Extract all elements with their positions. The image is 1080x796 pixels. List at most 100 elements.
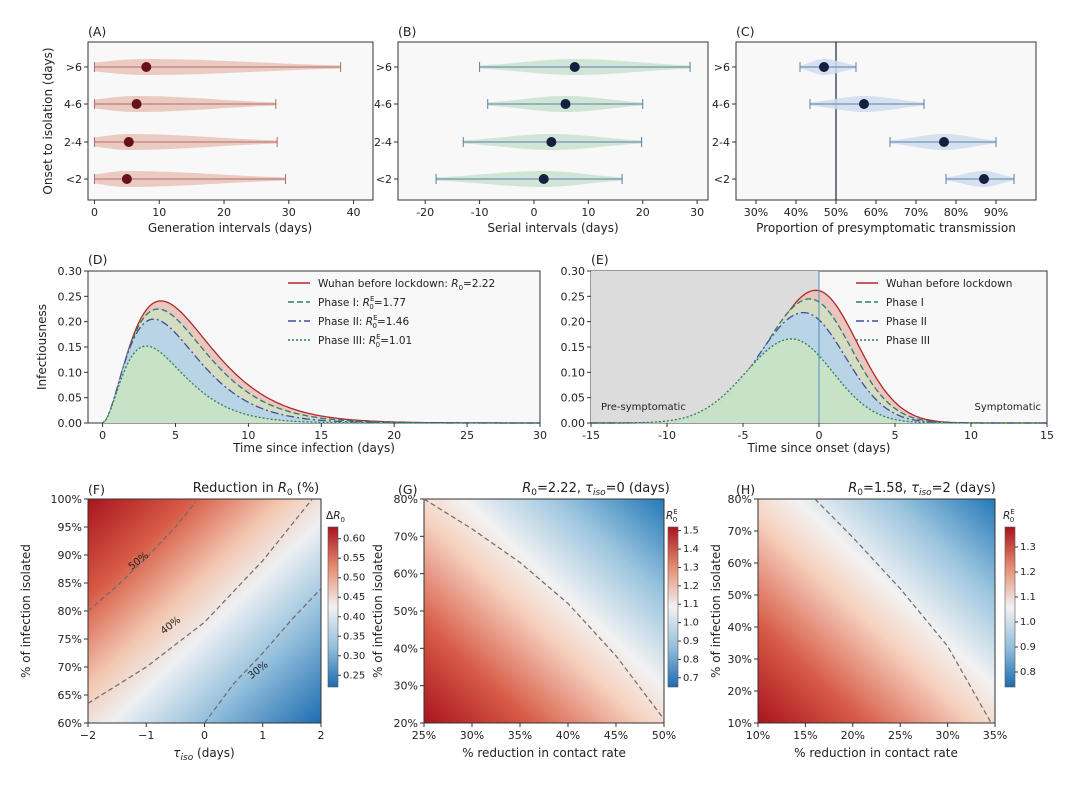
panel-label-b: (B) [398,24,416,39]
panel-f-colorbar-tick-label: 0.35 [343,631,365,642]
panel-h-xtick-label: 35% [983,729,1007,742]
panel-c-xtick-label: 90% [984,206,1008,219]
panel-f-ytick-label: 70% [58,661,82,674]
panel-h-colorbar-tick-label: 1.3 [1020,542,1036,553]
panel-h: 10% 15% 20% 25% 30% 35% 10% 20% 30% 40% 50% 60% 70% 8… [709,481,1036,760]
panel-f-ytick-label: 85% [58,577,82,590]
panel-c-xtick-label: 30% [744,206,768,219]
panel-e-ytick-label: 0.00 [561,417,586,430]
panel-f-ytick-label: 75% [58,633,82,646]
panel-a: >6 4-6 2-4 <2 0 10 20 30 40 Generation intervals… [41,41,374,235]
panel-c-ytick-label: <2 [714,173,730,186]
panel-d-ytick-label: 0.20 [58,316,83,329]
panel-d-ylabel: Infectiousness [35,304,49,390]
panel-c-marks: >6 4-6 2-4 <2 30% 40% 50% 60% 70% 80% 90% [712,42,1015,219]
panel-b-marks: >6 4-6 2-4 <2 -20 -10 0 10 20 30 [374,59,704,219]
panel-h-colorbar-tick-label: 1.1 [1020,592,1036,603]
panel-h-xtick-label: 30% [935,729,959,742]
panel-g-colorbar-tick-label: 1.0 [683,618,699,629]
panel-b-mean-dot-4-6 [560,99,571,109]
panel-label-a: (A) [88,24,106,39]
panel-f-colorbar-tick-label: 0.45 [343,592,365,603]
panel-e-xlabel: Time since onset (days) [747,441,891,455]
panel-label-c: (C) [736,24,754,39]
panel-e-xtick-label: 0 [816,429,823,442]
panel-f-colorbar-tick-label: 0.25 [343,670,365,681]
panel-f-colorbar-tick-label: 0.50 [343,573,365,584]
panel-e-ytick-label: 0.15 [561,341,586,354]
panel-a-xtick-label: 0 [91,206,98,219]
panel-c-xlabel: Proportion of presymptomatic transmissio… [756,221,1016,235]
panel-f-ytick-label: 90% [58,549,82,562]
panel-b-ytick-label: <2 [376,173,392,186]
panel-d-ytick-label: 0.15 [58,341,83,354]
panel-c-ytick-label: >6 [714,61,730,74]
panel-e-ytick-label: 0.10 [561,366,586,379]
panel-e-ytick-label: 0.30 [561,265,586,278]
panel-g-colorbar-tick-label: 1.3 [683,562,699,573]
panel-h-xlabel: % reduction in contact rate [794,746,958,760]
panel-g-colorbar-tick-label: 1.4 [683,544,699,555]
panel-g-ylabel: % of infection isolated [371,544,385,678]
panel-d-ytick-label: 0.10 [58,366,83,379]
panel-g-xtick-label: 30% [460,729,484,742]
panel-a-xtick-label: 20 [217,206,231,219]
panel-c-xtick-label: 60% [864,206,888,219]
panel-g-title: R0=2.22, τiso=0 (days) [522,481,670,498]
panel-f-xtick-label: 1 [259,729,266,742]
panel-g-colorbar-tick-label: 1.5 [683,526,699,537]
panel-f-colorbar-tick-label: 0.30 [343,651,365,662]
panel-g-ytick-label: 20% [394,717,418,730]
panel-h-ytick-label: 70% [728,525,752,538]
panel-f-contour-2 [204,588,322,724]
panel-c-mean-dot->6 [819,62,829,72]
panel-d-area-2 [102,319,540,423]
panel-c-mean-dot-<2 [979,174,989,184]
panel-g-xtick-label: 25% [412,729,436,742]
panel-e: Pre-symptomatic Symptomatic -15 -10 -5 0 5 10 15… [561,265,1055,455]
panel-g-xtick-label: 45% [604,729,628,742]
panel-f-xlabel: τiso (days) [173,746,234,763]
panel-d-legend-label-1: Phase I: RE 0=1.77 [318,295,406,311]
panel-g-colorbar-tick-label: 1.1 [683,599,699,610]
panel-a-mean-dot->6 [141,62,152,72]
panel-h-ytick-label: 50% [728,589,752,602]
panel-b-ytick-label: >6 [376,61,392,74]
panel-d-legend-label-0: Wuhan before lockdown: R0=2.22 [318,278,495,292]
panel-f-ytick-label: 65% [58,689,82,702]
panel-c-ytick-label: 4-6 [712,98,730,111]
panel-e-symptomatic-label: Symptomatic [975,402,1041,413]
panel-f-colorbar-tick-label: 0.40 [343,612,365,623]
panel-g-marks: 25% 30% 35% 40% 45% 50% 20% 30% 40% 50% 60% 70% 80% 0… [394,493,699,742]
panel-a-mean-dot-4-6 [131,99,142,109]
panel-f-colorbar-label: ΔR0 [326,510,345,524]
panel-g-colorbar-tick-label: 0.9 [683,636,699,647]
panel-d-xtick-label: 5 [172,429,179,442]
panel-label-g: (G) [398,482,417,497]
panel-h-ylabel: % of infection isolated [709,544,723,678]
panel-b-xtick-label: 0 [530,206,537,219]
panel-g-colorbar-tick-label: 0.8 [683,654,699,665]
panel-g-xtick-label: 35% [508,729,532,742]
panel-f-xtick-label: −2 [80,729,96,742]
panel-a-ytick-label: 4-6 [64,98,82,111]
panel-e-legend-label-2: Phase II [886,316,927,328]
panel-c-xtick-label: 40% [784,206,808,219]
panel-f-title: Reduction in R0 (%) [193,481,320,498]
panel-h-ytick-label: 20% [728,685,752,698]
panel-a-xtick-label: 40 [347,206,361,219]
panel-label-e: (E) [591,252,609,267]
panel-h-heatmap [757,498,996,724]
panel-c-xtick-label: 70% [904,206,928,219]
panel-f-heatmap [87,498,322,724]
panel-d-ytick-label: 0.05 [58,392,83,405]
panel-a-xlabel: Generation intervals (days) [148,221,312,235]
panel-a-mean-dot-<2 [121,174,132,184]
panel-h-xtick-label: 15% [793,729,817,742]
panel-f-ytick-label: 100% [51,493,82,506]
panel-e-ytick-label: 0.05 [561,392,586,405]
panel-g-contour-0 [423,498,665,720]
panel-g-ytick-label: 50% [394,605,418,618]
panel-e-xtick-label: 10 [964,429,978,442]
panel-label-d: (D) [88,252,107,267]
